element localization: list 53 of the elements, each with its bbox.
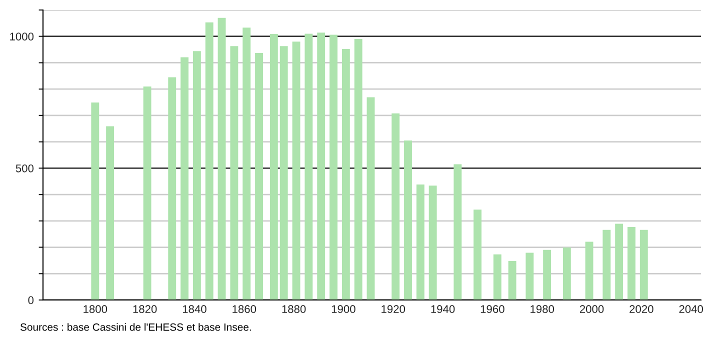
bar bbox=[454, 164, 462, 300]
x-tick-label: 1920 bbox=[382, 305, 406, 314]
bar bbox=[602, 230, 611, 300]
y-tick-label: 0 bbox=[28, 296, 34, 304]
bar bbox=[304, 34, 313, 300]
bar bbox=[270, 34, 278, 300]
bar bbox=[354, 39, 362, 300]
bar bbox=[317, 32, 326, 300]
bar bbox=[292, 42, 300, 300]
bar bbox=[230, 46, 238, 300]
bar bbox=[493, 254, 502, 300]
bar bbox=[330, 34, 338, 300]
y-tick-label: 500 bbox=[16, 164, 34, 172]
x-tick-label: 1880 bbox=[282, 305, 306, 314]
y-tick-label: 1000 bbox=[10, 32, 34, 40]
x-tick-label: 1860 bbox=[232, 305, 256, 314]
bar bbox=[474, 210, 482, 300]
x-tick-label: 1900 bbox=[332, 305, 356, 314]
bar bbox=[392, 113, 400, 300]
bar bbox=[205, 22, 214, 300]
bar bbox=[416, 184, 424, 300]
bar bbox=[526, 252, 534, 300]
bar bbox=[428, 186, 437, 300]
x-tick-label: 1840 bbox=[182, 305, 206, 314]
bar bbox=[192, 51, 201, 300]
x-tick-label: 1960 bbox=[480, 305, 504, 314]
bar bbox=[218, 18, 226, 300]
bar bbox=[255, 52, 263, 300]
bar bbox=[640, 230, 648, 300]
bar bbox=[543, 250, 552, 300]
bar bbox=[366, 97, 375, 300]
x-tick-label: 2000 bbox=[580, 305, 604, 314]
bar bbox=[342, 49, 350, 300]
bar bbox=[91, 102, 100, 300]
x-tick-label: 2020 bbox=[630, 305, 654, 314]
bar bbox=[508, 260, 516, 300]
bar bbox=[585, 242, 594, 300]
bar bbox=[168, 77, 176, 300]
x-tick-label: 1980 bbox=[530, 305, 554, 314]
source-note: Sources : base Cassini de l'EHESS et base Insee. bbox=[20, 323, 251, 331]
bar bbox=[242, 28, 251, 300]
bar bbox=[628, 226, 636, 300]
bar bbox=[143, 86, 152, 300]
bar bbox=[180, 57, 189, 300]
bar bbox=[280, 46, 288, 300]
x-tick-label: 2040 bbox=[679, 305, 703, 314]
bar bbox=[615, 224, 624, 300]
x-tick-label: 1800 bbox=[84, 305, 108, 314]
bar bbox=[562, 248, 571, 300]
x-tick-label: 1820 bbox=[133, 305, 157, 314]
x-tick-label: 1940 bbox=[431, 305, 455, 314]
bar bbox=[106, 126, 114, 300]
bar bbox=[404, 140, 412, 300]
